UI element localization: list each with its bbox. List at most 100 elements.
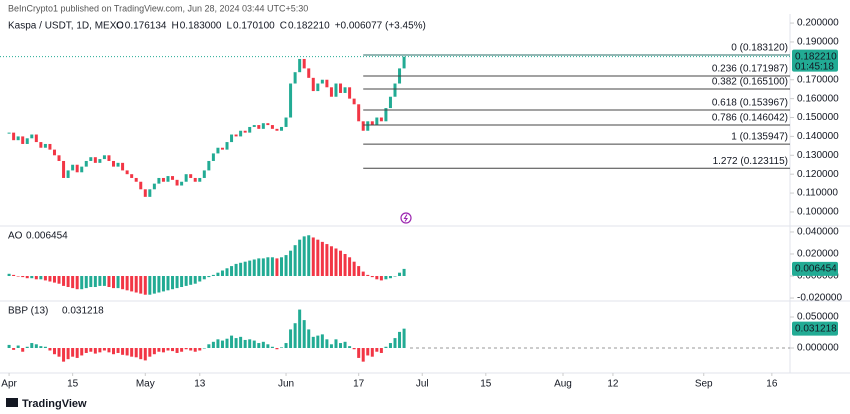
histogram-bar <box>152 348 156 355</box>
candle <box>98 159 102 163</box>
histogram-bar <box>234 263 238 276</box>
histogram-bar <box>171 348 175 352</box>
candle <box>180 181 184 186</box>
histogram-bar <box>275 258 279 276</box>
histogram-bar <box>357 266 361 276</box>
histogram-bar <box>311 237 315 276</box>
event-icon[interactable] <box>400 212 412 224</box>
histogram-bar <box>98 348 102 353</box>
price-badge <box>792 49 838 72</box>
y-tick-label: 0.120000 <box>797 169 839 180</box>
candle <box>375 117 379 126</box>
histogram-bar <box>184 348 188 350</box>
candle <box>343 87 347 93</box>
candle <box>171 176 175 180</box>
candle <box>252 125 256 127</box>
candle <box>379 117 383 122</box>
event-icon-bolt <box>403 214 409 222</box>
x-tick-label: Jul <box>416 379 429 390</box>
histogram-bar <box>166 348 170 351</box>
histogram-bar <box>202 348 206 349</box>
legend-value: 0.170100 <box>233 21 275 32</box>
histogram-bar <box>366 348 370 356</box>
histogram-bar <box>339 250 343 276</box>
histogram-bar <box>12 274 16 276</box>
histogram-bar <box>139 348 143 360</box>
logo <box>6 398 18 407</box>
histogram-bar <box>80 276 84 290</box>
histogram-bar <box>307 329 311 349</box>
histogram-bar <box>89 348 93 352</box>
histogram-bar <box>384 276 388 280</box>
histogram-bar <box>216 339 220 349</box>
histogram-bar <box>261 341 265 349</box>
fib-label: 0.786 (0.146042) <box>712 113 788 124</box>
histogram-bar <box>39 276 43 280</box>
histogram-bar <box>211 341 215 349</box>
histogram-bar <box>148 348 152 357</box>
legend-key: L <box>226 21 232 32</box>
candle <box>71 164 75 171</box>
candle <box>30 134 34 139</box>
histogram-bar <box>334 339 338 349</box>
histogram-bar <box>52 276 56 283</box>
histogram-bar <box>134 276 138 293</box>
histogram-bar <box>325 244 329 276</box>
histogram-bar <box>116 276 120 289</box>
candle <box>84 160 88 167</box>
histogram-bar <box>30 276 34 279</box>
y-tick-label: 0.040000 <box>797 227 839 238</box>
histogram-bar <box>343 341 347 349</box>
histogram-bar <box>134 348 138 358</box>
candle <box>357 104 361 122</box>
price-badge <box>792 321 838 336</box>
candle <box>130 174 134 178</box>
histogram-bar <box>320 334 324 349</box>
histogram-bar <box>402 268 406 276</box>
candle <box>62 160 66 178</box>
histogram-bar <box>102 348 106 351</box>
candle <box>125 170 129 175</box>
fib-label: 1 (0.135947) <box>731 132 788 143</box>
histogram-bar <box>375 348 379 352</box>
histogram-bar <box>161 348 165 353</box>
candle <box>7 132 11 134</box>
candle <box>325 79 329 88</box>
y-tick-label: 0.130000 <box>797 150 839 161</box>
histogram-bar <box>25 276 29 279</box>
histogram-bar <box>84 276 88 289</box>
histogram-bar <box>16 345 20 349</box>
histogram-bar <box>329 344 333 349</box>
histogram-bar <box>275 348 279 350</box>
legend-value: 0.183000 <box>180 21 222 32</box>
y-tick-label: 0.050000 <box>797 312 839 323</box>
histogram-bar <box>220 340 224 349</box>
histogram-bar <box>207 344 211 349</box>
candle <box>52 149 56 156</box>
candle <box>289 83 293 118</box>
histogram-bar <box>21 348 25 352</box>
histogram-bar <box>21 276 25 278</box>
histogram-bar <box>175 348 179 353</box>
histogram-bar <box>234 338 238 349</box>
candle <box>107 155 111 161</box>
histogram-bar <box>329 246 333 276</box>
histogram-bar <box>388 276 392 279</box>
histogram-bar <box>12 348 16 350</box>
candle <box>279 126 283 131</box>
histogram-bar <box>370 276 374 278</box>
histogram-bar <box>157 276 161 293</box>
histogram-bar <box>71 348 75 357</box>
histogram-bar <box>43 346 47 349</box>
histogram-bar <box>252 259 256 276</box>
candle <box>370 121 374 126</box>
histogram-bar <box>157 348 161 352</box>
x-tick-label: 12 <box>607 379 619 390</box>
y-tick-label: 0.170000 <box>797 74 839 85</box>
candle <box>93 157 97 163</box>
histogram-bar <box>343 253 347 276</box>
candle <box>121 162 125 171</box>
candle <box>339 83 343 93</box>
candle <box>352 98 356 105</box>
